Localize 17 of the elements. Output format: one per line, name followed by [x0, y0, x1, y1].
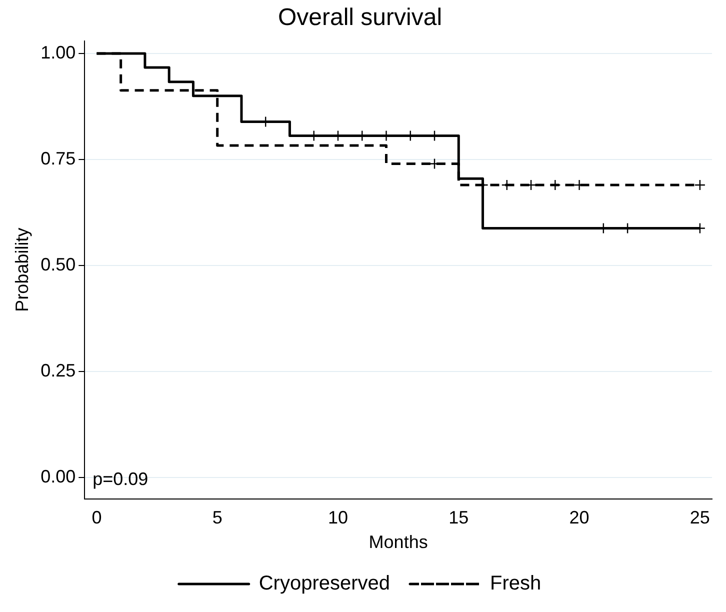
- x-axis-title: Months: [368, 532, 428, 552]
- y-tick-label: 0.25: [40, 360, 76, 381]
- legend-label: Fresh: [490, 572, 542, 595]
- x-tick-label: 0: [92, 508, 102, 528]
- x-tick-label: 20: [569, 508, 590, 528]
- y-tick-label: 1.00: [40, 42, 76, 62]
- x-tick-label: 25: [690, 508, 710, 528]
- y-axis-title: Probability: [12, 228, 32, 312]
- y-tick-label: 0.00: [40, 466, 76, 487]
- x-tick-label: 5: [212, 508, 222, 528]
- x-tick-label: 15: [448, 508, 469, 528]
- x-tick-label: 10: [328, 508, 348, 528]
- y-tick-label: 0.75: [40, 148, 76, 169]
- annotation: p=0.09: [92, 468, 148, 489]
- legend-label: Cryopreserved: [258, 572, 390, 595]
- y-tick-label: 0.50: [40, 254, 76, 275]
- chart-title: Overall survival: [278, 4, 442, 32]
